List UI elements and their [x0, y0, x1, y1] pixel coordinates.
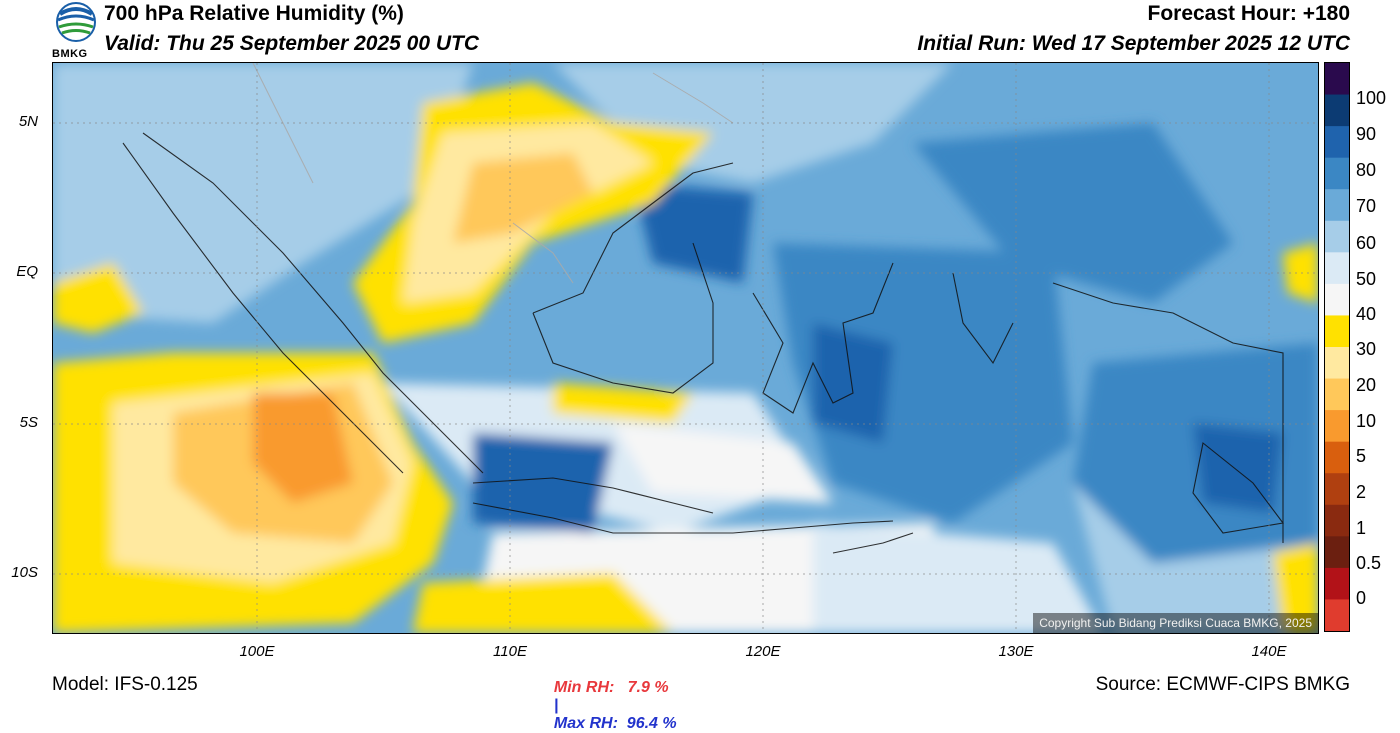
colorbar-label-5: 5	[1356, 446, 1367, 466]
colorbar-swatch	[1325, 536, 1349, 569]
colorbar-swatch	[1325, 94, 1349, 127]
colorbar-label-40: 40	[1356, 304, 1377, 324]
colorbar-swatch	[1325, 63, 1349, 96]
colorbar-label-0-5: 0.5	[1356, 553, 1382, 573]
colorbar-swatch	[1325, 473, 1349, 506]
colorbar-swatch	[1325, 378, 1349, 411]
lat-label-5n: 5N	[18, 113, 38, 130]
colorbar-label-50: 50	[1356, 269, 1377, 289]
lon-label-140e: 140E	[1251, 643, 1287, 660]
colorbar-swatch	[1325, 126, 1349, 159]
colorbar-label-1: 1	[1356, 518, 1367, 538]
lat-label-5s: 5S	[19, 414, 38, 431]
colorbar-label-80: 80	[1356, 160, 1377, 180]
rh-stats: Min RH: 7.9 % | Max RH: 96.4 %	[545, 661, 677, 733]
colorbar	[1324, 62, 1350, 632]
colorbar-label-30: 30	[1356, 339, 1377, 359]
lon-label-100e: 100E	[239, 643, 275, 660]
humidity-map: Copyright Sub Bidang Prediksi Cuaca BMKG…	[52, 62, 1319, 634]
colorbar-label-2: 2	[1356, 482, 1367, 502]
lon-label-120e: 120E	[745, 643, 781, 660]
colorbar-label-10: 10	[1356, 411, 1377, 431]
copyright-notice: Copyright Sub Bidang Prediksi Cuaca BMKG…	[1033, 613, 1318, 633]
colorbar-label-60: 60	[1356, 233, 1377, 253]
colorbar-swatch	[1325, 410, 1349, 443]
colorbar-swatch	[1325, 504, 1349, 537]
colorbar-swatch	[1325, 157, 1349, 190]
logo-text: BMKG	[52, 48, 88, 60]
bmkg-logo-icon	[52, 2, 100, 60]
humidity-field	[53, 63, 1318, 633]
colorbar-swatch	[1325, 283, 1349, 316]
lon-label-130e: 130E	[998, 643, 1034, 660]
colorbar-label-70: 70	[1356, 196, 1377, 216]
colorbar-swatch	[1325, 441, 1349, 474]
initial-run: Initial Run: Wed 17 September 2025 12 UT…	[917, 32, 1350, 55]
valid-time: Valid: Thu 25 September 2025 00 UTC	[104, 32, 480, 55]
colorbar-swatch	[1325, 220, 1349, 253]
lon-label-110e: 110E	[493, 643, 527, 660]
min-rh: Min RH: 7.9 %	[553, 679, 669, 696]
colorbar-label-0: 0	[1356, 588, 1367, 608]
colorbar-label-20: 20	[1356, 375, 1377, 395]
source-label: Source: ECMWF-CIPS BMKG	[1095, 674, 1350, 695]
model-label: Model: IFS-0.125	[52, 674, 198, 695]
colorbar-swatch	[1325, 189, 1349, 222]
colorbar-swatch	[1325, 599, 1349, 632]
map-title: 700 hPa Relative Humidity (%)	[104, 2, 404, 25]
colorbar-swatch	[1325, 315, 1349, 348]
colorbar-label-90: 90	[1356, 124, 1377, 144]
forecast-hour: Forecast Hour: +180	[1147, 2, 1351, 25]
colorbar-label-100: 100	[1356, 88, 1387, 108]
colorbar-swatch	[1325, 347, 1349, 380]
max-rh: Max RH: 96.4 %	[553, 715, 677, 732]
colorbar-swatch	[1325, 567, 1349, 600]
lat-label-10s: 10S	[11, 564, 38, 581]
colorbar-swatch	[1325, 252, 1349, 285]
lat-label-eq: EQ	[16, 263, 38, 280]
stats-separator: |	[553, 697, 559, 714]
colorbar-swatches	[1325, 63, 1349, 632]
